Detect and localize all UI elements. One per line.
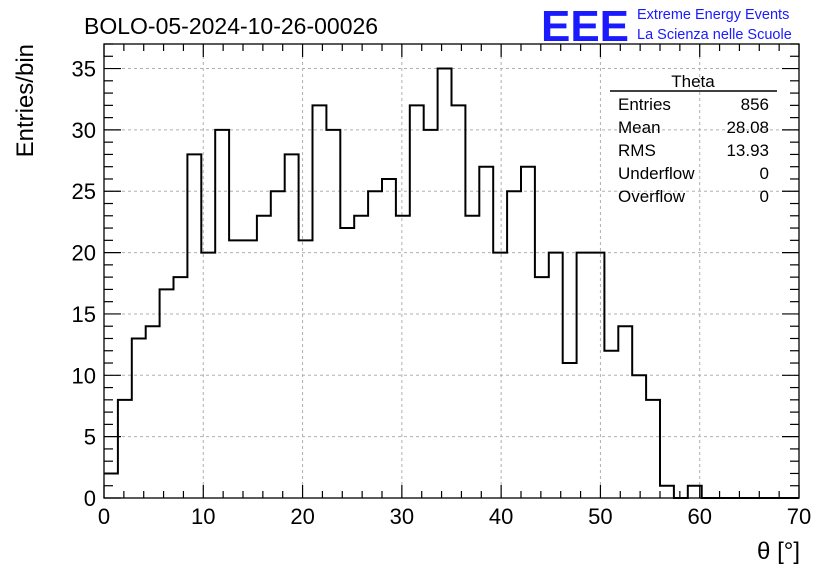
stats-label: Overflow [618, 187, 686, 206]
stats-label: Entries [618, 95, 671, 114]
y-tick-label: 25 [72, 179, 96, 204]
chart-title: BOLO-05-2024-10-26-00026 [84, 13, 378, 39]
y-tick-label: 10 [72, 363, 96, 388]
stats-rows: Entries 856 Mean 28.08 RMS 13.93 Underflow 0 Ove… [618, 95, 769, 206]
stats-label: Underflow [618, 164, 695, 183]
stats-label: Mean [618, 118, 661, 137]
eee-logo-mark: EEE [541, 2, 629, 51]
stats-box: Theta Entries 856 Mean 28.08 RMS 13.93 Underfl… [610, 72, 777, 206]
stats-value: 0 [760, 187, 769, 206]
y-tick-label: 0 [84, 486, 96, 511]
x-tick-label: 50 [588, 504, 612, 529]
stats-label: RMS [618, 141, 656, 160]
x-tick-label: 30 [390, 504, 414, 529]
plot-area [104, 44, 799, 498]
histogram-series [104, 67, 799, 499]
stats-value: 0 [760, 164, 769, 183]
y-axis-label: Entries/bin [12, 44, 39, 157]
y-tick-label: 15 [72, 302, 96, 327]
stats-value: 856 [741, 95, 769, 114]
y-tick-label: 5 [84, 425, 96, 450]
logo-line-1: Extreme Energy Events [637, 7, 789, 23]
x-tick-label: 20 [290, 504, 314, 529]
y-tick-label: 35 [72, 57, 96, 82]
x-tick-label: 70 [787, 504, 811, 529]
logo-line-2: La Scienza nelle Scuole [637, 27, 792, 43]
axis-ticks [103, 43, 800, 499]
stats-title: Theta [671, 72, 715, 91]
stats-value: 13.93 [726, 141, 769, 160]
x-axis-label: θ [°] [757, 538, 800, 565]
x-tick-label: 0 [98, 504, 110, 529]
y-tick-labels: 0 5 10 15 20 25 30 35 [72, 57, 96, 511]
x-tick-labels: 0 10 20 30 40 50 60 70 [98, 504, 811, 529]
x-tick-label: 60 [687, 504, 711, 529]
x-tick-label: 10 [191, 504, 215, 529]
stats-value: 28.08 [726, 118, 769, 137]
plot-frame [103, 43, 800, 499]
y-tick-label: 30 [72, 118, 96, 143]
y-tick-label: 20 [72, 241, 96, 266]
grid-lines [104, 44, 799, 498]
x-tick-label: 40 [489, 504, 513, 529]
